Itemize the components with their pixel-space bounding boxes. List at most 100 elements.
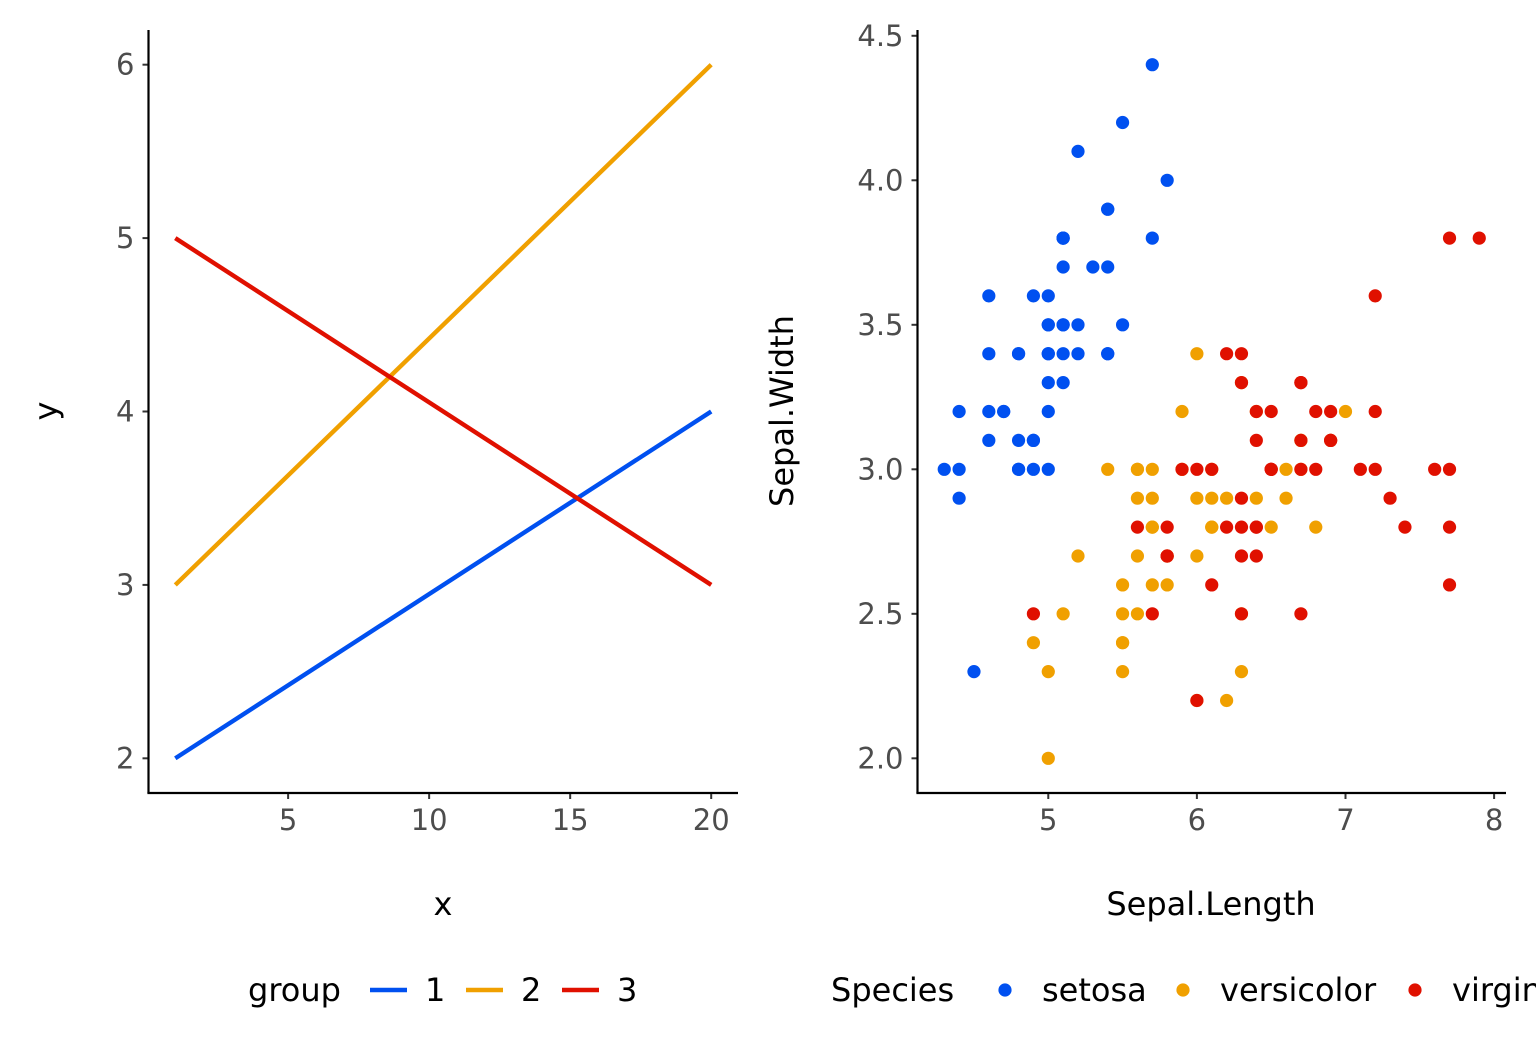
scatter-chart-point-versicolor [1145,491,1159,505]
scatter-chart-point-virginica [1175,462,1189,476]
line-chart-legend: group 1 2 3 [248,971,637,1009]
scatter-chart-point-setosa [1101,347,1115,361]
scatter-chart-point-virginica [1130,520,1145,534]
line-chart-series-line-3 [174,236,713,587]
scatter-chart-point-setosa [1145,58,1159,72]
scatter-chart-y-tick-label: 4.0 [857,163,903,197]
scatter-chart-point-virginica [1442,520,1457,534]
scatter-chart-y-tick-label: 2.5 [857,597,903,631]
legend-key-point-virginica [1408,983,1422,997]
scatter-chart-x-tick-label: 7 [1336,803,1354,837]
scatter-chart-y-tick-label: 3.5 [857,308,903,342]
scatter-chart-point-setosa [1101,202,1115,216]
scatter-chart-x-axis-title: Sepal.Length [1106,885,1315,923]
scatter-chart-point-setosa [982,404,996,419]
scatter-chart-point-setosa [1041,375,1055,390]
scatter-chart-point-virginica [1309,462,1323,476]
line-chart-ticks: 5 10 15 20 2 3 4 5 6 [116,48,730,837]
scatter-chart-point-virginica [1442,578,1457,592]
scatter-chart-point-versicolor [1160,578,1174,592]
scatter-chart-point-setosa [1145,231,1159,245]
legend-label-1: 1 [425,971,445,1009]
scatter-chart-legend-items: setosa versicolor virginica [998,971,1536,1009]
scatter-chart-point-setosa [1041,404,1055,419]
scatter-chart-point-versicolor [1130,491,1145,505]
scatter-chart-point-setosa [952,491,966,505]
scatter-chart-point-setosa [1041,289,1055,303]
scatter-chart-y-tick-label: 3.0 [857,452,903,486]
scatter-chart-point-virginica [1160,520,1174,534]
scatter-chart-point-virginica [1145,607,1159,621]
legend-label-versicolor: versicolor [1220,971,1377,1009]
line-chart-y-axis-title: y [27,402,65,421]
line-chart-plot-area [173,63,713,761]
scatter-chart-point-virginica [1249,433,1263,448]
scatter-chart-point-setosa [1071,347,1085,361]
scatter-chart-point-virginica [1205,462,1219,476]
legend-label-virginica: virginica [1452,971,1536,1009]
scatter-chart-point-versicolor [1279,491,1293,505]
line-chart-x-tick-label: 10 [411,803,448,837]
scatter-chart-point-setosa [1056,347,1070,361]
scatter-chart-point-virginica [1249,404,1263,419]
scatter-chart-point-versicolor [1279,462,1293,476]
scatter-chart-point-setosa [1160,173,1174,187]
line-chart-x-axis-title: x [434,885,453,923]
scatter-chart-point-virginica [1472,231,1486,245]
scatter-chart-point-setosa [982,433,996,448]
scatter-chart-point-virginica [1026,607,1041,621]
scatter-chart-point-versicolor [1145,520,1159,534]
scatter-chart-point-virginica [1220,520,1234,534]
scatter-chart-point-versicolor [1234,665,1249,679]
scatter-chart-point-versicolor [1071,549,1085,563]
scatter-chart-y-tick-label: 2.0 [857,741,903,775]
scatter-chart-point-virginica [1442,231,1457,245]
scatter-chart-point-setosa [1026,289,1041,303]
scatter-chart-point-virginica [1294,607,1308,621]
scatter-chart-point-setosa [1011,462,1026,476]
scatter-chart-point-setosa [1115,318,1130,332]
scatter-chart-point-versicolor [1220,491,1234,505]
line-chart-legend-title: group [248,971,341,1009]
scatter-chart-point-virginica [1428,462,1442,476]
line-chart-y-tick-label: 6 [116,48,134,82]
scatter-chart-point-setosa [1041,462,1055,476]
legend-key-point-setosa [998,983,1012,997]
scatter-chart-point-versicolor [1338,404,1353,419]
scatter-chart-point-virginica [1190,462,1204,476]
line-chart-panel: 5 10 15 20 2 3 4 5 6 x y group 1 2 3 [27,30,738,1009]
scatter-chart-point-versicolor [1145,578,1159,592]
scatter-chart-point-virginica [1309,404,1323,419]
scatter-chart-x-tick-label: 5 [1039,803,1057,837]
scatter-chart-point-versicolor [1190,549,1204,563]
scatter-chart-point-versicolor [1190,347,1204,361]
scatter-chart-point-setosa [1056,318,1070,332]
scatter-chart-point-versicolor [1101,462,1115,476]
scatter-chart-point-versicolor [1130,549,1145,563]
scatter-chart-point-versicolor [1264,520,1278,534]
scatter-chart-point-virginica [1234,549,1249,563]
legend-label-3: 3 [617,971,637,1009]
scatter-chart-point-virginica [1205,578,1219,592]
scatter-chart-point-versicolor [1309,520,1323,534]
scatter-chart-x-tick-label: 8 [1485,803,1503,837]
line-chart-x-tick-label: 20 [693,803,730,837]
line-chart-y-tick-label: 3 [116,568,134,602]
scatter-chart-point-virginica [1190,693,1204,708]
scatter-chart-point-virginica [1234,347,1249,361]
scatter-chart-point-versicolor [1115,578,1130,592]
scatter-chart-point-virginica [1249,549,1263,563]
scatter-chart-point-virginica [1249,520,1263,534]
scatter-chart-point-setosa [982,289,996,303]
scatter-chart-point-setosa [1011,433,1026,448]
scatter-chart-point-versicolor [1041,665,1055,679]
legend-label-setosa: setosa [1042,971,1147,1009]
legend-label-2: 2 [521,971,541,1009]
scatter-chart-point-virginica [1234,375,1249,390]
scatter-chart-point-setosa [952,404,966,419]
scatter-chart-point-virginica [1264,404,1278,419]
scatter-chart-point-setosa [967,665,981,679]
scatter-chart-legend-title: Species [831,971,954,1009]
scatter-chart-point-virginica [1220,347,1234,361]
